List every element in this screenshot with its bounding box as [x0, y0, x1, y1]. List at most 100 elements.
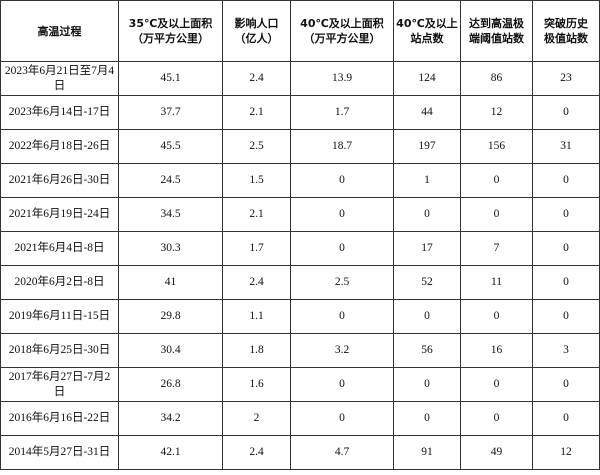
- value-cell: 124: [393, 61, 461, 96]
- header-text: 高温过程: [37, 24, 82, 38]
- header-cell: 40℃及以上 站点数: [393, 0, 461, 62]
- period-cell: 2021年6月26日-30日: [0, 163, 119, 198]
- value-cell: 0: [532, 95, 600, 130]
- value-cell: 23: [532, 61, 600, 96]
- value-cell: 1.5: [222, 163, 291, 198]
- value-cell: 13.9: [290, 61, 394, 96]
- value-cell: 45.5: [118, 129, 223, 164]
- header-text: 突破历史: [544, 17, 588, 30]
- value-cell: 34.5: [118, 197, 223, 232]
- value-cell: 56: [393, 333, 461, 368]
- value-cell: 0: [460, 401, 533, 436]
- value-cell: 0: [290, 299, 394, 334]
- value-cell: 2.5: [290, 265, 394, 300]
- value-cell: 2.1: [222, 197, 291, 232]
- header-text: （万平方公里）: [132, 32, 209, 45]
- value-cell: 0: [393, 367, 461, 402]
- header-row: 高温过程 35℃及以上面积 （万平方公里） 影响人口 （亿人） 40℃及以上面积 （万平方公…: [0, 0, 600, 62]
- table-row: 2022年6月18日-26日 45.5 2.5 18.7 197 156 31: [0, 129, 600, 164]
- value-cell: 42.1: [118, 435, 223, 470]
- value-cell: 1.7: [290, 95, 394, 130]
- value-cell: 30.4: [118, 333, 223, 368]
- value-cell: 17: [393, 231, 461, 266]
- table-row: 2020年6月2日-8日 41 2.4 2.5 52 11 0: [0, 265, 600, 300]
- period-cell: 2023年6月21日至7月4日: [0, 61, 119, 96]
- value-cell: 1: [393, 163, 461, 198]
- value-cell: 37.7: [118, 95, 223, 130]
- value-cell: 49: [460, 435, 533, 470]
- value-cell: 0: [532, 401, 600, 436]
- header-text: 40℃及以上: [396, 17, 458, 30]
- value-cell: 0: [532, 231, 600, 266]
- value-cell: 0: [290, 231, 394, 266]
- value-cell: 2.4: [222, 61, 291, 96]
- value-cell: 24.5: [118, 163, 223, 198]
- value-cell: 0: [290, 163, 394, 198]
- value-cell: 0: [393, 197, 461, 232]
- header-cell: 达到高温极端阈值站数: [460, 0, 533, 62]
- value-cell: 0: [290, 367, 394, 402]
- value-cell: 31: [532, 129, 600, 164]
- value-cell: 91: [393, 435, 461, 470]
- table-body: 2023年6月21日至7月4日 45.1 2.4 13.9 124 86 23 2023年6月…: [0, 61, 600, 470]
- value-cell: 0: [290, 197, 394, 232]
- header-text: 40℃及以上面积: [300, 17, 384, 30]
- period-cell: 2023年6月14日-17日: [0, 95, 119, 130]
- header-text: 端阈值站数: [469, 32, 524, 45]
- value-cell: 30.3: [118, 231, 223, 266]
- value-cell: 1.7: [222, 231, 291, 266]
- header-text: 35℃及以上面积: [128, 17, 213, 30]
- header-cell: 35℃及以上面积 （万平方公里）: [118, 0, 223, 62]
- value-cell: 0: [393, 401, 461, 436]
- value-cell: 45.1: [118, 61, 223, 96]
- period-cell: 2018年6月25日-30日: [0, 333, 119, 368]
- value-cell: 156: [460, 129, 533, 164]
- table-row: 2016年6月16日-22日 34.2 2 0 0 0 0: [0, 401, 600, 436]
- value-cell: 12: [460, 95, 533, 130]
- value-cell: 1.1: [222, 299, 291, 334]
- value-cell: 26.8: [118, 367, 223, 402]
- period-cell: 2016年6月16日-22日: [0, 401, 119, 436]
- value-cell: 12: [532, 435, 600, 470]
- table-row: 2021年6月4日-8日 30.3 1.7 0 17 7 0: [0, 231, 600, 266]
- table-row: 2017年6月27日-7月2日 26.8 1.6 0 0 0 0: [0, 367, 600, 402]
- value-cell: 2.1: [222, 95, 291, 130]
- value-cell: 11: [460, 265, 533, 300]
- value-cell: 3: [532, 333, 600, 368]
- period-cell: 2017年6月27日-7月2日: [0, 367, 119, 402]
- value-cell: 44: [393, 95, 461, 130]
- value-cell: 86: [460, 61, 533, 96]
- table-row: 2018年6月25日-30日 30.4 1.8 3.2 56 16 3: [0, 333, 600, 368]
- header-cell: 影响人口 （亿人）: [222, 0, 291, 62]
- value-cell: 52: [393, 265, 461, 300]
- header-text: （万平方公里）: [303, 32, 381, 45]
- period-cell: 2019年6月11日-15日: [0, 299, 119, 334]
- value-cell: 1.6: [222, 367, 291, 402]
- header-text: 站点数: [410, 32, 444, 45]
- value-cell: 0: [532, 197, 600, 232]
- value-cell: 2.5: [222, 129, 291, 164]
- period-cell: 2022年6月18日-26日: [0, 129, 119, 164]
- value-cell: 0: [532, 367, 600, 402]
- value-cell: 0: [460, 367, 533, 402]
- table-row: 2014年5月27日-31日 42.1 2.4 4.7 91 49 12: [0, 435, 600, 470]
- period-cell: 2021年6月4日-8日: [0, 231, 119, 266]
- header-text: 达到高温极: [469, 17, 524, 30]
- value-cell: 0: [460, 197, 533, 232]
- value-cell: 18.7: [290, 129, 394, 164]
- header-text: 影响人口: [234, 17, 279, 30]
- table-row: 2019年6月11日-15日 29.8 1.1 0 0 0 0: [0, 299, 600, 334]
- period-cell: 2021年6月19日-24日: [0, 197, 119, 232]
- period-cell: 2020年6月2日-8日: [0, 265, 119, 300]
- header-cell: 高温过程: [0, 0, 119, 62]
- value-cell: 34.2: [118, 401, 223, 436]
- value-cell: 0: [460, 163, 533, 198]
- value-cell: 1.8: [222, 333, 291, 368]
- value-cell: 0: [393, 299, 461, 334]
- value-cell: 7: [460, 231, 533, 266]
- value-cell: 2.4: [222, 435, 291, 470]
- table-row: 2021年6月26日-30日 24.5 1.5 0 1 0 0: [0, 163, 600, 198]
- value-cell: 16: [460, 333, 533, 368]
- value-cell: 2.4: [222, 265, 291, 300]
